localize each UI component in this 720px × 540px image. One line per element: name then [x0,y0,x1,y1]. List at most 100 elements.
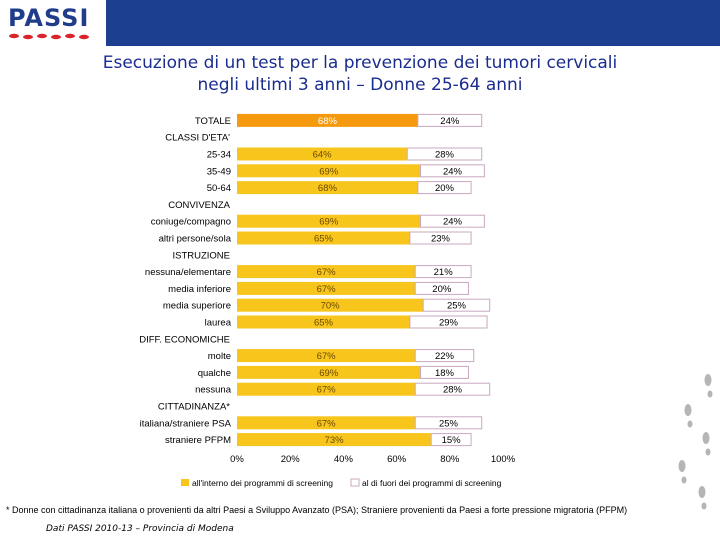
data-label-in: 67% [317,385,337,396]
data-label-in: 67% [317,284,337,295]
bar-out-screening [417,113,483,127]
data-label-in: 69% [319,166,339,177]
bar-out-screening [414,416,483,430]
data-label-out: 20% [435,183,455,194]
bar-out-screening [420,214,485,228]
data-label-out: 28% [435,150,455,161]
passi-logo: PASSI [6,2,104,44]
row-label: straniere PFPM [165,435,231,446]
bar-in-screening [237,349,416,363]
row-label: 50-64 [207,183,231,194]
slide-title-line1: Esecuzione di un test per la prevenzione… [102,53,618,73]
x-tick-label: 0% [230,454,244,465]
row-label: coniuge/compagno [151,217,231,228]
legend-swatch-out [350,478,360,487]
data-label-in: 67% [317,418,337,429]
data-label-out: 24% [440,116,460,127]
row-label: qualche [198,368,231,379]
data-label-out: 20% [432,284,452,295]
category-header: ISTRUZIONE [172,250,230,261]
bar-out-screening [420,365,469,379]
data-label-out: 24% [443,217,463,228]
bar-in-screening [237,113,418,127]
bar-out-screening [417,181,472,195]
stacked-bar-chart: TOTALE 68% 24% CLASSI D'ETA' 25-34 64% 28% 35-4… [139,113,516,488]
bar-in-screening [237,147,408,161]
logo-text: PASSI [8,4,89,32]
bar-in-screening [237,265,416,279]
data-label-in: 64% [313,150,333,161]
data-label-out: 23% [431,234,451,245]
row-label: nessuna/elementare [145,267,231,278]
data-label-out: 21% [434,267,454,278]
bar-out-screening [406,147,483,161]
x-tick-label: 40% [334,454,354,465]
data-label-out: 28% [443,385,463,396]
bar-in-screening [237,433,432,447]
row-label: TOTALE [195,116,231,127]
row-label: media inferiore [168,284,231,295]
data-label-out: 24% [443,166,463,177]
data-label-in: 69% [319,368,339,379]
footprints-decoration [678,374,713,510]
data-label-in: 68% [318,183,338,194]
bar-out-screening [430,433,472,447]
bar-in-screening [237,365,421,379]
bar-in-screening [237,164,421,178]
data-label-out: 29% [439,318,459,329]
data-label-in: 65% [314,318,334,329]
slide-title: Esecuzione di un test per la prevenzione… [20,52,700,96]
data-source: Dati PASSI 2010-13 – Provincia di Modena [46,524,234,534]
row-label: italiana/straniere PSA [140,418,232,429]
data-label-in: 67% [317,267,337,278]
data-label-in: 69% [319,217,339,228]
data-label-in: 65% [314,234,334,245]
bar-out-screening [409,315,488,329]
data-label-out: 15% [442,435,462,446]
bar-out-screening [409,231,472,245]
logo-footprints [9,33,89,40]
row-label: nessuna [195,385,232,396]
bar-out-screening [414,382,491,396]
bar-in-screening [237,382,416,396]
x-tick-label: 20% [281,454,301,465]
row-label: altri persone/sola [159,234,232,245]
bar-out-screening [420,164,485,178]
data-label-in: 70% [321,301,341,312]
data-label-out: 22% [435,351,455,362]
x-tick-label: 100% [491,454,516,465]
bar-in-screening [237,231,410,245]
footnote: * Donne con cittadinanza italiana o prov… [6,505,628,515]
x-tick-label: 60% [387,454,407,465]
legend-swatch-in [181,479,189,486]
header-band [106,0,720,46]
bar-out-screening [422,298,491,312]
bar-in-screening [237,181,418,195]
bar-out-screening [414,281,469,295]
slide-title-line2: negli ultimi 3 anni – Donne 25-64 anni [197,75,523,95]
row-label: molte [208,351,231,362]
row-label: 25-34 [207,150,231,161]
row-label: 35-49 [207,166,231,177]
legend-label-out: al di fuori dei programmi di screening [362,478,502,488]
x-tick-label: 80% [440,454,460,465]
bar-in-screening [237,298,424,312]
data-label-out: 18% [435,368,455,379]
bar-in-screening [237,281,416,295]
data-label-in: 68% [318,116,338,127]
data-label-in: 73% [325,435,345,446]
category-header: CONVIVENZA [168,200,230,211]
category-header: CITTADINANZA* [158,402,230,413]
data-label-out: 25% [439,418,459,429]
data-label-in: 67% [317,351,337,362]
bar-out-screening [414,265,472,279]
bar-in-screening [237,416,416,430]
row-label: laurea [205,318,232,329]
row-label: media superiore [163,301,231,312]
bar-in-screening [237,315,410,329]
data-label-out: 25% [447,301,467,312]
legend-label-in: all'interno dei programmi di screening [192,478,333,488]
bar-in-screening [237,214,421,228]
category-header: DIFF. ECONOMICHE [139,334,230,345]
bar-out-screening [414,349,475,363]
